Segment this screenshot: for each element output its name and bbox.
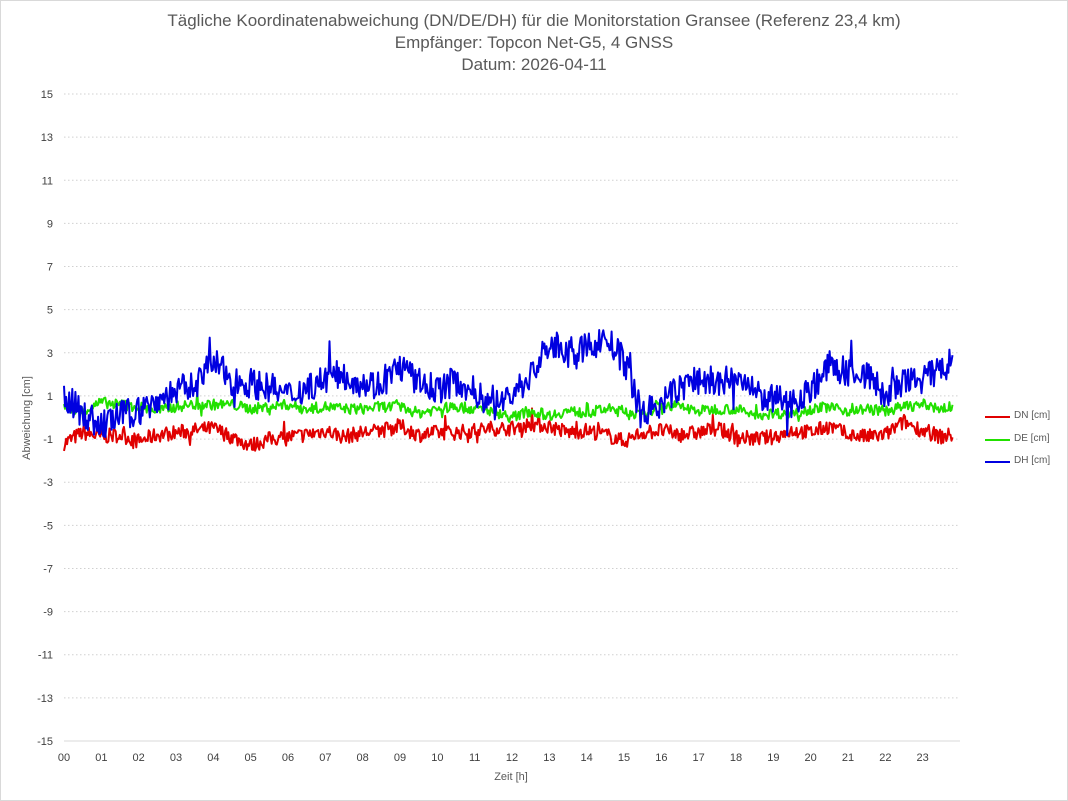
x-tick-label: 11 — [469, 752, 480, 764]
y-tick-label: 7 — [47, 262, 53, 274]
x-tick-label: 13 — [543, 752, 555, 764]
x-tick-label: 12 — [506, 752, 518, 764]
legend-label-dh: DH [cm] — [1014, 455, 1051, 466]
x-tick-label: 09 — [394, 752, 406, 764]
series-lines — [63, 329, 954, 452]
chart-title-block: Tägliche Koordinatenabweichung (DN/DE/DH… — [0, 10, 1068, 76]
chart-title: Tägliche Koordinatenabweichung (DN/DE/DH… — [167, 11, 901, 30]
legend-item-dn: DN [cm] — [985, 410, 1065, 433]
x-tick-label: 03 — [170, 752, 182, 764]
y-tick-label: -9 — [43, 607, 53, 619]
x-tick-label: 19 — [767, 752, 779, 764]
legend-label-de: DE [cm] — [1014, 432, 1050, 444]
legend-item-de: DE [cm] — [985, 433, 1065, 456]
y-tick-label: 9 — [47, 218, 53, 230]
y-tick-label: 15 — [41, 89, 53, 101]
x-tick-label: 01 — [95, 752, 107, 764]
x-tick-label: 07 — [319, 752, 331, 764]
x-tick-label: 20 — [805, 752, 817, 764]
legend-swatch-dh — [985, 461, 1010, 463]
y-tick-label: -7 — [43, 563, 53, 575]
y-tick-label: -1 — [43, 434, 53, 446]
y-tick-label: -11 — [38, 650, 53, 662]
legend-item-dh: DH [cm] — [985, 455, 1065, 478]
y-tick-label: -5 — [43, 520, 53, 532]
x-axis-ticks: 00 01 02 03 04 05 06 07 08 09 10 11 12 13 14 15 16 17 18 19… — [58, 752, 929, 764]
x-tick-label: 05 — [245, 752, 257, 764]
series-line-dh — [63, 329, 954, 439]
y-tick-label: 3 — [47, 348, 53, 360]
x-tick-label: 02 — [133, 752, 145, 764]
y-tick-label: -3 — [43, 477, 53, 489]
y-axis-title: Abweichung [cm] — [21, 376, 33, 460]
y-tick-label: 13 — [41, 132, 53, 144]
legend-swatch-dn — [985, 416, 1010, 418]
legend: DN [cm] DE [cm] DH [cm] — [985, 410, 1065, 478]
x-tick-label: 10 — [431, 752, 443, 764]
legend-label-dn: DN [cm] — [1014, 410, 1051, 421]
y-tick-label: -15 — [37, 736, 53, 748]
x-tick-label: 17 — [693, 752, 705, 764]
y-tick-label: 5 — [47, 305, 53, 317]
legend-swatch-de — [985, 438, 1010, 441]
x-tick-label: 00 — [58, 752, 70, 764]
x-tick-label: 15 — [618, 752, 630, 764]
y-tick-label: -13 — [37, 693, 53, 705]
x-tick-label: 06 — [282, 752, 294, 764]
x-tick-label: 16 — [655, 752, 667, 764]
x-tick-label: 23 — [917, 752, 929, 764]
x-tick-label: 18 — [730, 752, 742, 764]
y-tick-label: 11 — [42, 175, 53, 187]
chart-subtitle-date: Datum: 2026-04-11 — [461, 55, 607, 74]
x-tick-label: 22 — [879, 752, 891, 764]
x-tick-label: 14 — [581, 752, 593, 764]
x-tick-label: 21 — [842, 752, 854, 764]
y-tick-label: 1 — [47, 391, 53, 403]
x-tick-label: 04 — [207, 752, 219, 764]
series-line-de — [63, 391, 954, 423]
chart-subtitle-receiver: Empfänger: Topcon Net-G5, 4 GNSS — [394, 33, 674, 52]
series-line-dn — [63, 407, 954, 452]
x-axis-title: Zeit [h] — [494, 771, 528, 783]
x-tick-label: 08 — [357, 752, 369, 764]
gridlines — [64, 93, 960, 742]
y-axis-ticks: 15 13 11 9 7 5 3 1 -1 -3 -5 -7 -9 -11 -13 -15 — [37, 89, 53, 748]
